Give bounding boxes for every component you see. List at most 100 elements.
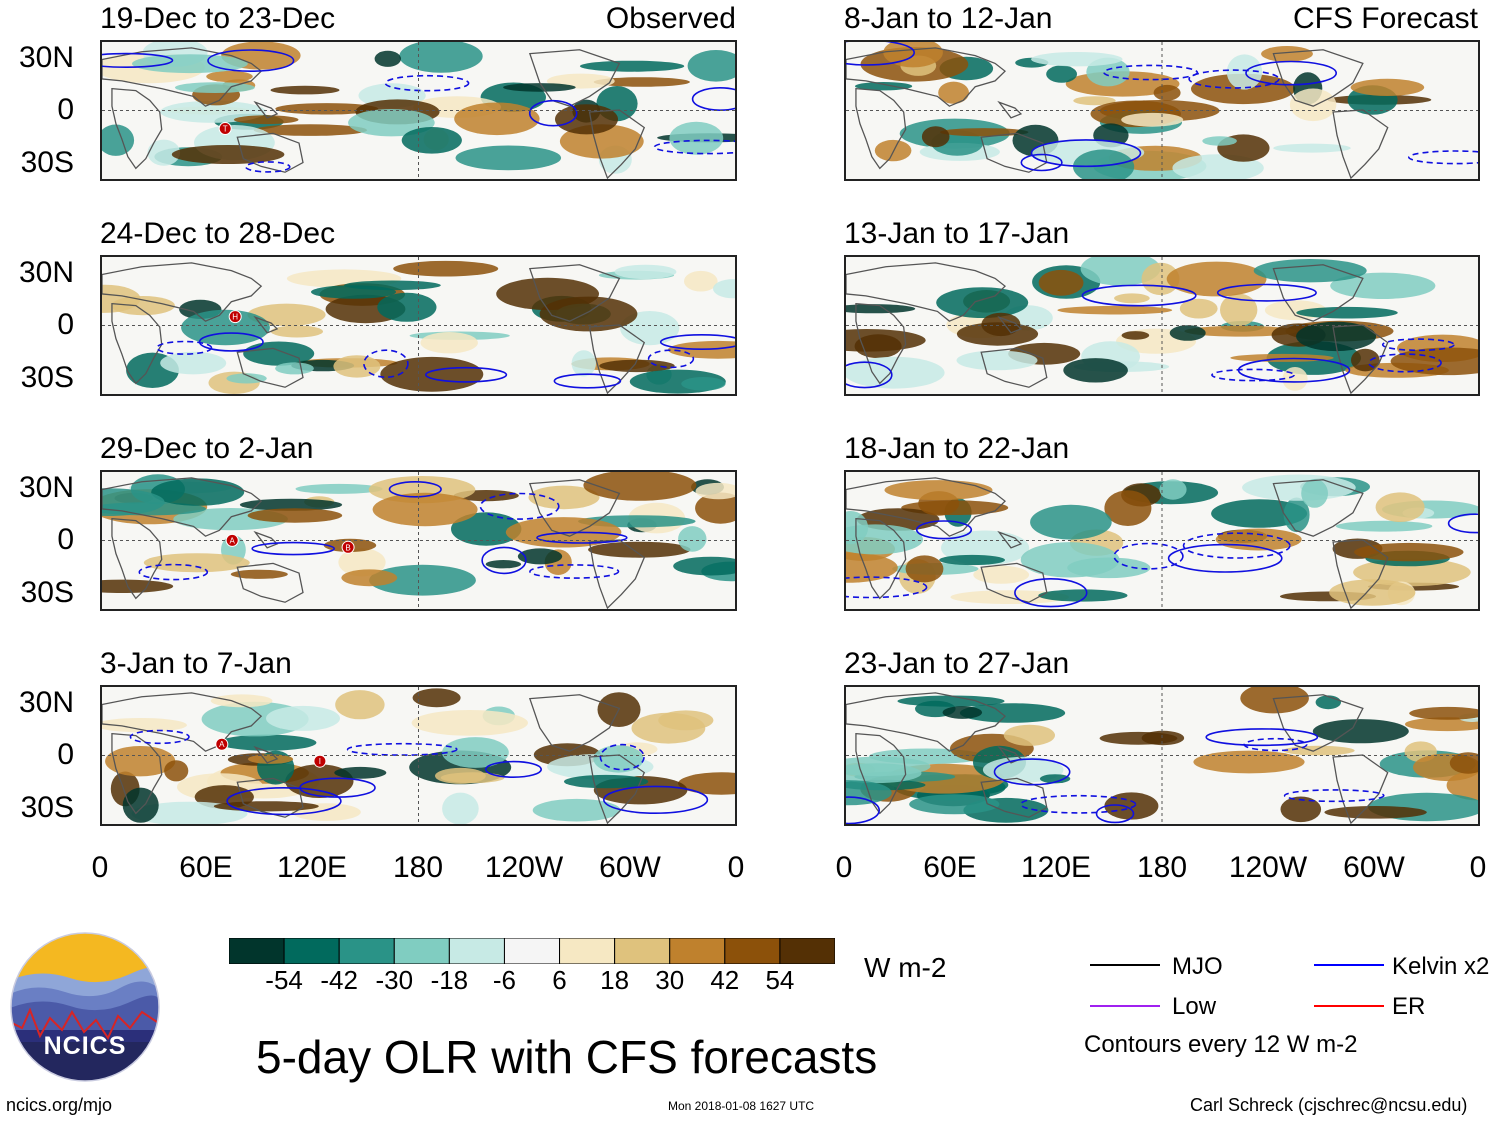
- lat-label-30s: 30S: [20, 576, 74, 609]
- olr-anomaly-blob: [1280, 796, 1322, 823]
- olr-anomaly-blob: [270, 325, 323, 338]
- olr-anomaly-blob: [687, 50, 735, 82]
- olr-anomaly-blob: [1166, 261, 1267, 297]
- olr-anomaly-blob: [1159, 479, 1187, 500]
- coastline: [980, 347, 1048, 388]
- olr-anomaly-blob: [1335, 520, 1433, 532]
- coastline: [997, 530, 1023, 549]
- logo-text: NCICS: [43, 1032, 127, 1060]
- olr-anomaly-blob: [1073, 96, 1116, 106]
- timestamp: Mon 2018-01-08 1627 UTC: [668, 1099, 815, 1113]
- olr-anomaly-blob: [669, 121, 724, 155]
- olr-anomaly-blob: [335, 690, 385, 720]
- olr-anomaly-blob: [160, 351, 227, 375]
- olr-anomaly-blob: [151, 478, 245, 506]
- observed-tag: Observed: [605, 2, 736, 35]
- coastline: [1272, 694, 1364, 752]
- kelvin-contour: [207, 49, 295, 73]
- forecast-tag: CFS Forecast: [1292, 2, 1478, 35]
- olr-anomaly-blob: [583, 472, 697, 501]
- lon-label: 0: [91, 851, 109, 884]
- olr-anomaly-blob: [243, 341, 315, 366]
- olr-anomaly-blob: [1315, 695, 1341, 710]
- lat-label-30n: 30N: [18, 256, 74, 289]
- kelvin-contour: [528, 99, 578, 127]
- olr-anomaly-blob: [1141, 730, 1185, 746]
- olr-anomaly-blob: [1351, 348, 1380, 372]
- kelvin-contour: [1237, 357, 1351, 383]
- olr-anomaly-blob: [266, 705, 340, 731]
- coastline: [253, 530, 279, 549]
- coastline: [588, 109, 646, 179]
- olr-anomaly-blob: [588, 541, 691, 558]
- kelvin-contour: [388, 480, 442, 498]
- olr-anomaly-blob: [921, 126, 950, 148]
- olr-anomaly-blob: [1046, 65, 1077, 83]
- olr-anomaly-blob: [956, 350, 1038, 371]
- olr-anomaly-blob: [846, 304, 916, 314]
- olr-anomaly-blob: [959, 703, 1066, 723]
- olr-anomaly-blob: [147, 139, 181, 166]
- coastline: [528, 694, 621, 752]
- tropical-cyclone-icon: H: [228, 310, 242, 324]
- kelvin-contour: [1216, 283, 1317, 302]
- coastline: [253, 100, 279, 119]
- olr-anomaly-blob: [1350, 78, 1425, 96]
- storm-letter: A: [219, 740, 225, 749]
- coastline: [528, 479, 621, 537]
- olr-anomaly-blob: [846, 763, 922, 784]
- lat-label-30n: 30N: [18, 686, 74, 719]
- olr-anomaly-blob: [253, 124, 367, 136]
- olr-anomaly-blob: [939, 554, 1005, 566]
- olr-anomaly-field: AB: [102, 472, 735, 609]
- olr-anomaly-blob: [942, 706, 983, 719]
- olr-anomaly-blob: [143, 553, 250, 573]
- olr-anomaly-blob: [1353, 558, 1471, 587]
- panel-title-fc-0: 8-Jan to 12-Jan: [844, 2, 1053, 35]
- coastline: [236, 347, 304, 388]
- storm-letter: A: [230, 536, 236, 545]
- olr-anomaly-blob: [171, 145, 285, 164]
- kelvin-contour: [1081, 284, 1197, 307]
- colorbar-unit: W m-2: [864, 952, 947, 983]
- coastline: [528, 264, 621, 322]
- kelvin-contour: [536, 531, 628, 544]
- colorbar-tick-label: -30: [375, 965, 414, 995]
- olr-anomaly-blob: [1038, 269, 1084, 296]
- olr-anomaly-blob: [1220, 293, 1258, 327]
- olr-anomaly-blob: [454, 102, 540, 136]
- coastline: [846, 692, 1007, 752]
- colorbar-tick-label: -54: [265, 965, 303, 995]
- coastline: [1332, 109, 1389, 179]
- olr-anomaly-blob: [105, 746, 176, 777]
- kelvin-contour: [226, 786, 342, 816]
- kelvin-contour: [1014, 577, 1088, 608]
- kelvin-contour: [484, 760, 542, 778]
- colorbar-swatch: [614, 938, 671, 964]
- olr-anomaly-blob: [442, 737, 509, 768]
- colorbar-swatch: [448, 938, 505, 964]
- olr-anomaly-blob: [1104, 792, 1159, 820]
- olr-anomaly-blob: [1104, 490, 1152, 526]
- kelvin-contour: [846, 576, 928, 599]
- olr-anomaly-blob: [1312, 719, 1409, 744]
- coastline: [980, 777, 1048, 818]
- kelvin-contour: [915, 520, 973, 540]
- olr-anomaly-blob: [102, 488, 165, 516]
- olr-anomaly-blob: [564, 774, 649, 789]
- olr-anomaly-blob: [673, 556, 735, 576]
- olr-anomaly-blob: [555, 104, 618, 135]
- coastline: [1272, 264, 1364, 322]
- olr-anomaly-blob: [1282, 367, 1308, 391]
- coastline: [997, 315, 1023, 334]
- lat-label-30s: 30S: [20, 791, 74, 824]
- olr-anomaly-blob: [1057, 305, 1173, 315]
- olr-anomaly-blob: [175, 82, 255, 93]
- olr-anomaly-blob: [374, 50, 401, 67]
- lat-label-30n: 30N: [18, 41, 74, 74]
- olr-anomaly-blob: [678, 772, 735, 795]
- website-link[interactable]: ncics.org/mjo: [6, 1095, 113, 1115]
- olr-anomaly-blob: [420, 332, 478, 354]
- olr-anomaly-field: [846, 687, 1478, 824]
